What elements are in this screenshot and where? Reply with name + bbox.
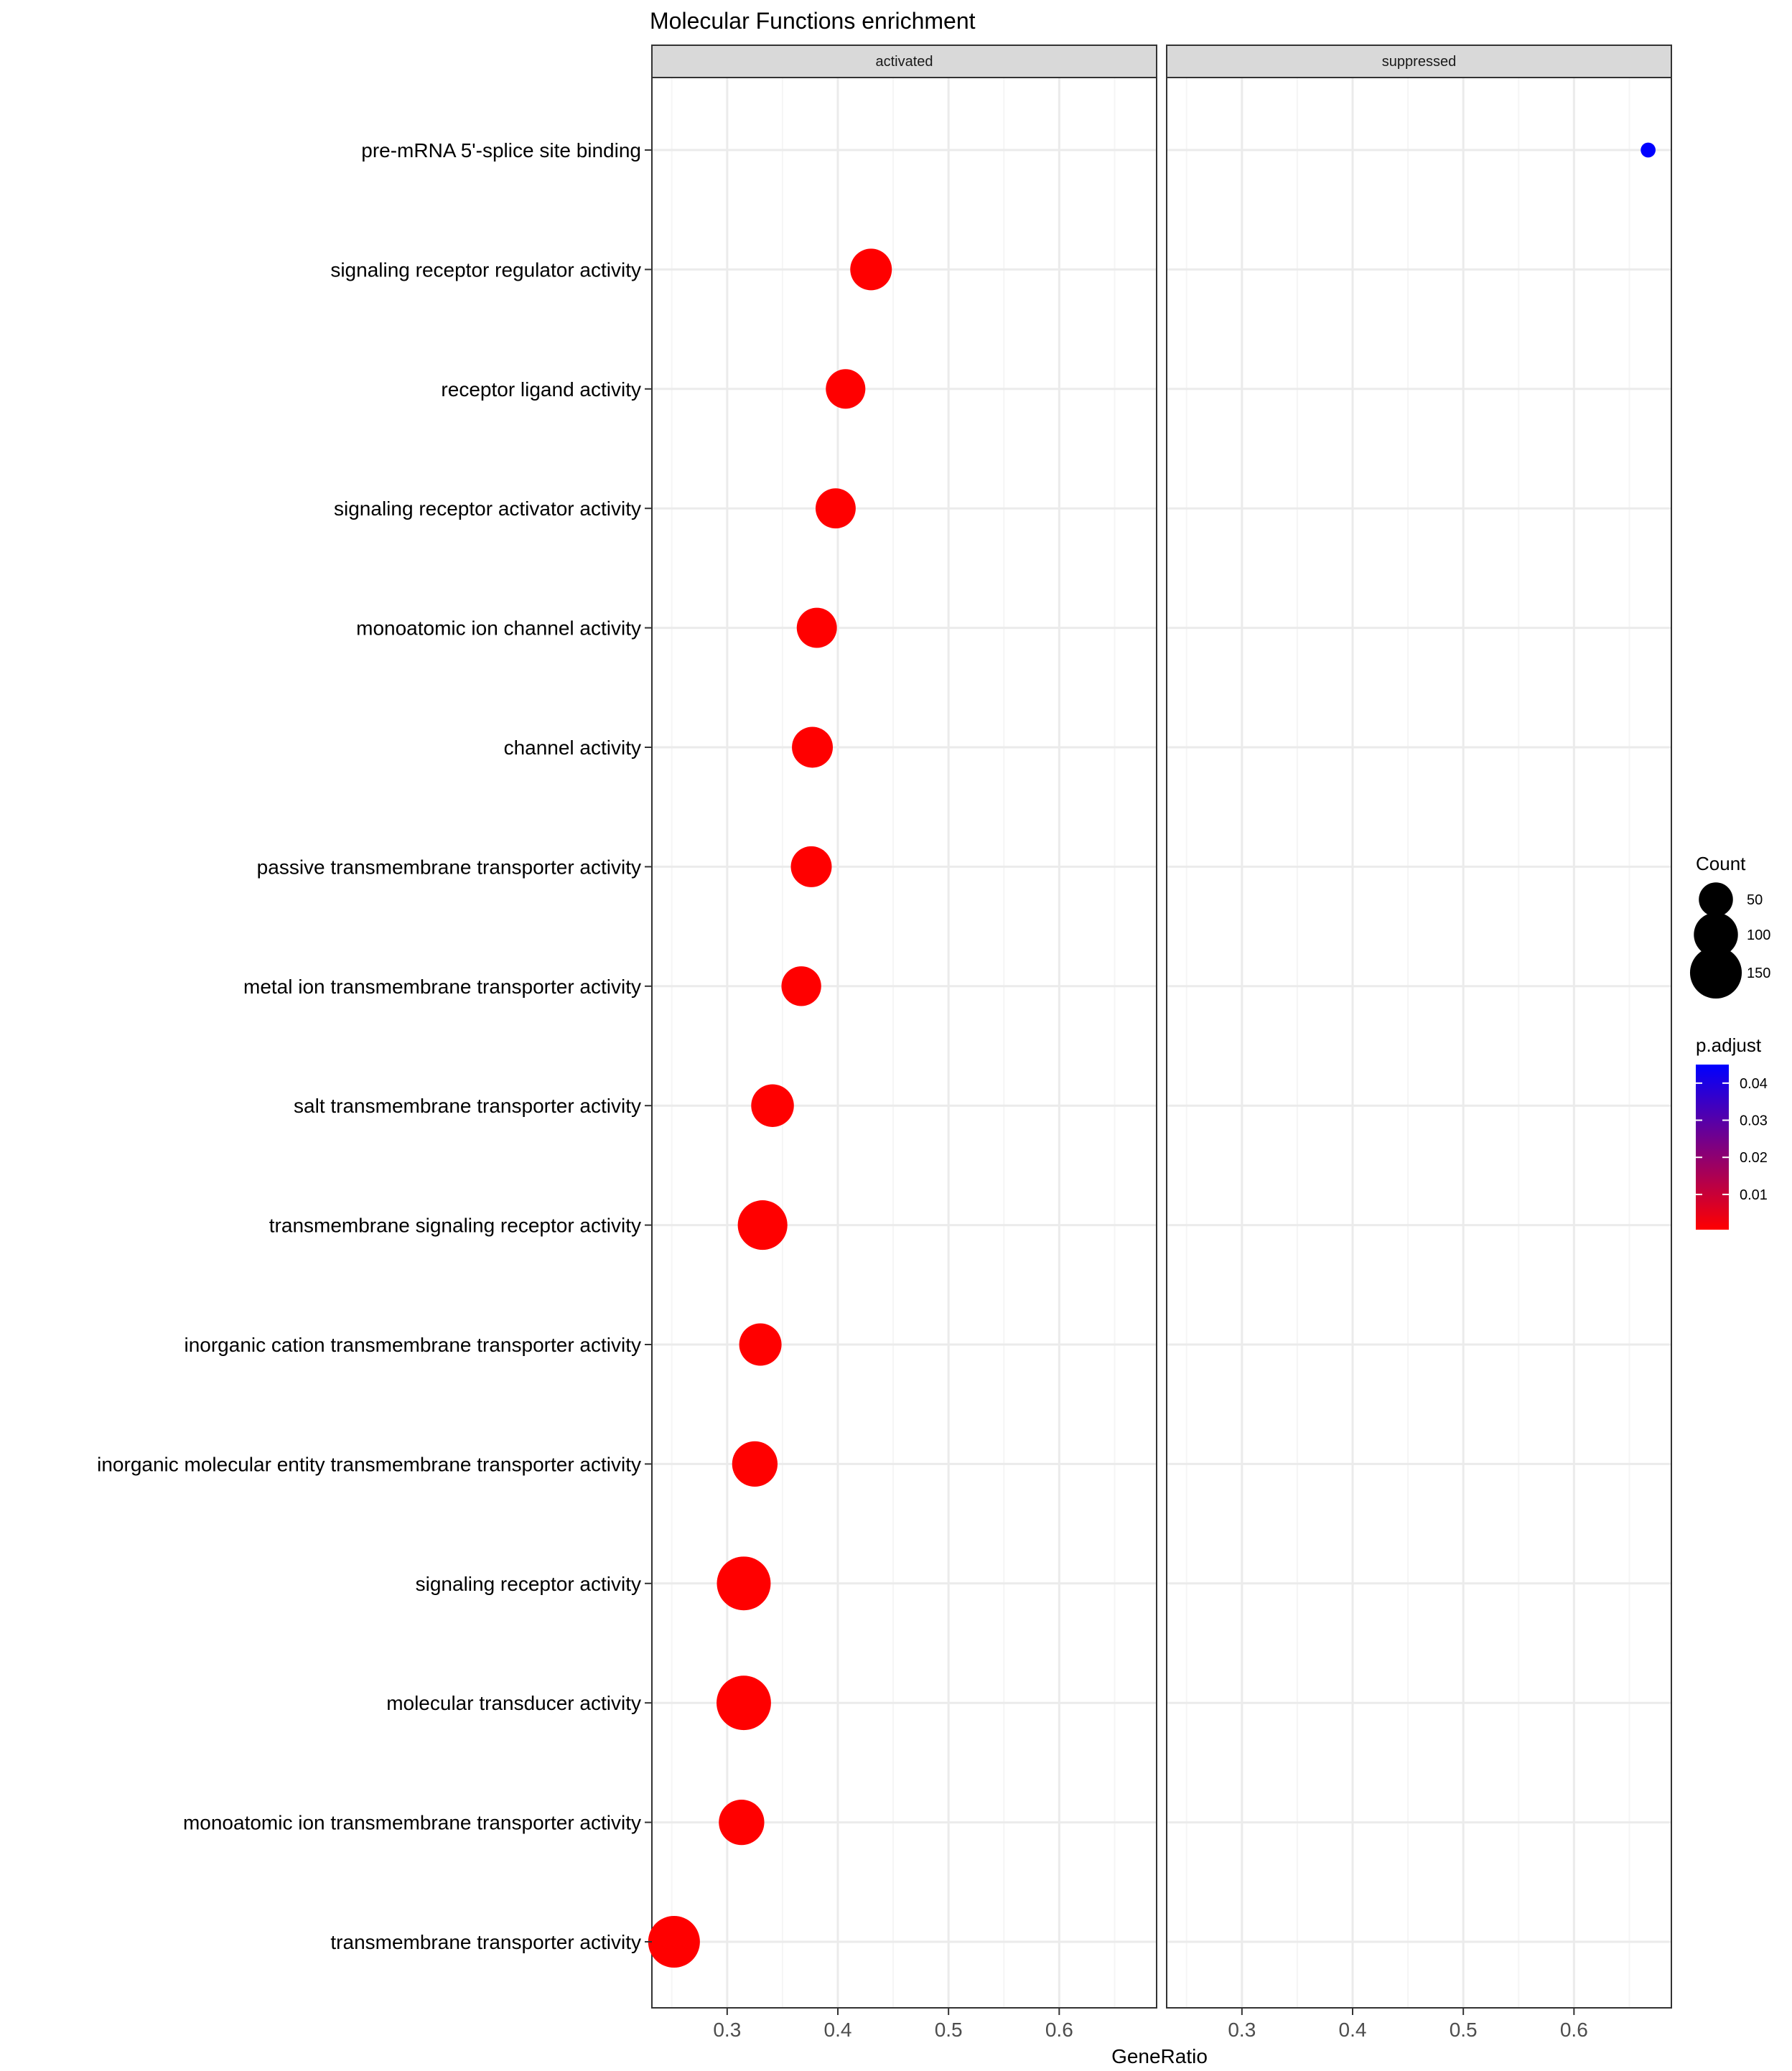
x-tick-label: 0.6 xyxy=(1560,2019,1588,2041)
category-label: monoatomic ion channel activity xyxy=(356,617,641,640)
p-adjust-legend-label: 0.01 xyxy=(1740,1187,1768,1203)
panels-layer: activated suppressed xyxy=(651,45,1672,2009)
chart-title: Molecular Functions enrichment xyxy=(650,8,976,34)
panel-strip xyxy=(651,45,1157,78)
data-point xyxy=(796,607,837,648)
data-point xyxy=(781,966,821,1006)
category-label: transmembrane signaling receptor activit… xyxy=(269,1215,641,1237)
data-point xyxy=(717,1675,771,1731)
count-legend-key xyxy=(1699,882,1733,917)
p-adjust-legend-label: 0.04 xyxy=(1740,1076,1768,1092)
points-layer xyxy=(648,142,1656,1968)
data-point xyxy=(815,488,856,529)
data-point xyxy=(739,1323,782,1366)
category-label: monoatomic ion transmembrane transporter… xyxy=(183,1812,641,1834)
category-label: inorganic molecular entity transmembrane… xyxy=(97,1453,641,1475)
x-tick-label: 0.4 xyxy=(1339,2019,1367,2041)
data-point xyxy=(751,1084,794,1127)
x-tick-label: 0.3 xyxy=(713,2019,741,2041)
x-tick-label: 0.5 xyxy=(935,2019,963,2041)
data-point xyxy=(717,1556,771,1611)
count-legend-label: 100 xyxy=(1747,927,1770,943)
category-label: metal ion transmembrane transporter acti… xyxy=(243,976,641,998)
panel-strip xyxy=(1166,45,1672,78)
category-label: signaling receptor regulator activity xyxy=(330,258,641,281)
count-legend-key xyxy=(1689,946,1742,999)
x-tick-label: 0.6 xyxy=(1045,2019,1073,2041)
x-tick-label: 0.3 xyxy=(1228,2019,1256,2041)
p-adjust-legend-title: p.adjust xyxy=(1696,1034,1762,1056)
panel-background xyxy=(1167,78,1671,2008)
x-tick-label: 0.4 xyxy=(824,2019,852,2041)
category-label: signaling receptor activity xyxy=(416,1573,641,1595)
category-label: channel activity xyxy=(504,737,641,759)
data-point xyxy=(1641,142,1656,158)
category-label: pre-mRNA 5'-splice site binding xyxy=(361,139,641,162)
count-legend-key xyxy=(1694,912,1738,957)
category-label: molecular transducer activity xyxy=(386,1692,641,1714)
panel-strip-label: activated xyxy=(875,54,933,70)
category-labels-layer: pre-mRNA 5'-splice site binding signaling… xyxy=(97,139,652,1953)
p-adjust-colorbar xyxy=(1696,1065,1729,1230)
p-adjust-legend: p.adjust 0.01 0.02 0.03 0.04 xyxy=(1696,1034,1768,1230)
category-label: inorganic cation transmembrane transport… xyxy=(184,1334,641,1356)
x-axis-title: GeneRatio xyxy=(1111,2045,1208,2067)
category-label: salt transmembrane transporter activity xyxy=(294,1095,641,1117)
data-point xyxy=(826,369,866,409)
category-label: receptor ligand activity xyxy=(441,378,641,401)
count-legend-title: Count xyxy=(1696,853,1746,874)
data-point xyxy=(850,248,892,291)
count-legend-label: 150 xyxy=(1747,966,1770,981)
data-point xyxy=(732,1441,778,1487)
data-point xyxy=(737,1200,788,1250)
panel-strip-label: suppressed xyxy=(1382,54,1456,70)
p-adjust-legend-label: 0.03 xyxy=(1740,1113,1768,1129)
category-label: passive transmembrane transporter activi… xyxy=(257,856,641,878)
count-legend: Count 50 100 150 xyxy=(1689,853,1770,999)
data-point xyxy=(790,846,832,887)
data-point xyxy=(648,1915,700,1968)
p-adjust-legend-label: 0.02 xyxy=(1740,1150,1768,1166)
count-legend-label: 50 xyxy=(1747,892,1763,908)
data-point xyxy=(792,726,834,768)
x-tick-label: 0.5 xyxy=(1450,2019,1478,2041)
category-label: signaling receptor activator activity xyxy=(334,497,641,520)
x-axis-layer: 0.3 0.4 0.5 0.6 0.3 0.4 0.5 0.6 xyxy=(713,2008,1588,2041)
data-point xyxy=(719,1799,765,1846)
category-label: transmembrane transporter activity xyxy=(330,1931,641,1953)
